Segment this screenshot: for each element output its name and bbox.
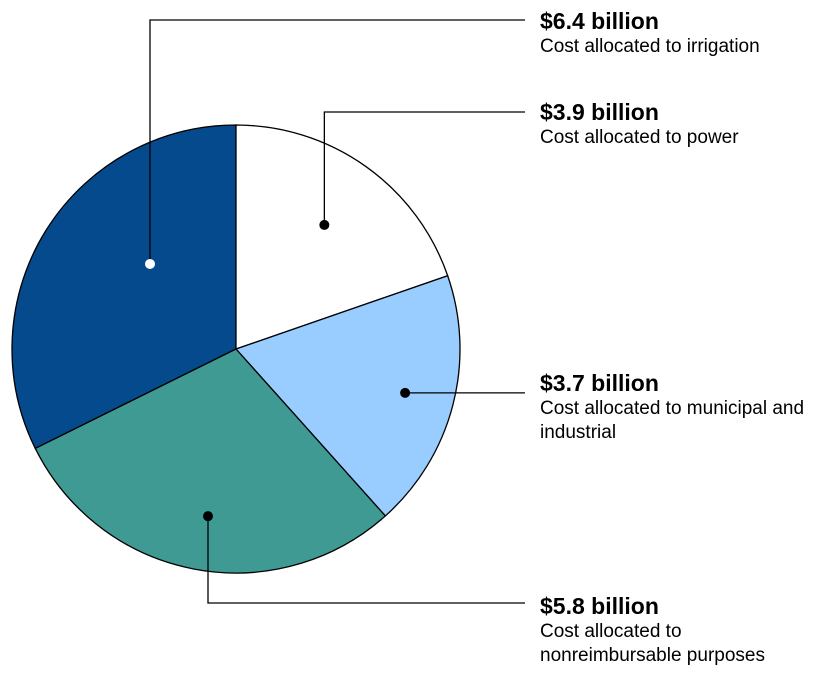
pie-slice-municipal-industrial (234, 274, 461, 517)
value-label: $3.9 billion (540, 99, 659, 125)
leader-dot-power (319, 219, 330, 230)
description-label: Cost allocated to power (540, 127, 739, 148)
leader-line-irrigation (149, 19, 525, 264)
value-label: $6.4 billion (540, 8, 659, 34)
description-label: Cost allocated to nonreimbursable purpos… (540, 621, 765, 666)
label-irrigation: $6.4 billion Cost allocated to irrigatio… (540, 8, 830, 59)
leader-dot-nonreimbursable (203, 511, 213, 522)
leader-line-nonreimbursable (207, 516, 525, 604)
value-label: $5.8 billion (540, 593, 659, 619)
leader-dot-municipal-industrial (400, 387, 411, 398)
label-nonreimbursable: $5.8 billion Cost allocated to nonreimbu… (540, 593, 780, 668)
label-power: $3.9 billion Cost allocated to power (540, 99, 830, 150)
leader-dot-irrigation (145, 258, 155, 269)
description-label: Cost allocated to irrigation (540, 36, 760, 57)
label-municipal-industrial: $3.7 billion Cost allocated to municipal… (540, 370, 810, 445)
pie-slice-irrigation (11, 124, 237, 450)
pie-slice-power (235, 124, 449, 350)
pie-slice-nonreimbursable (34, 348, 387, 574)
value-label: $3.7 billion (540, 370, 659, 396)
description-label: Cost allocated to municipal and industri… (540, 398, 805, 443)
leader-line-power (323, 111, 525, 225)
